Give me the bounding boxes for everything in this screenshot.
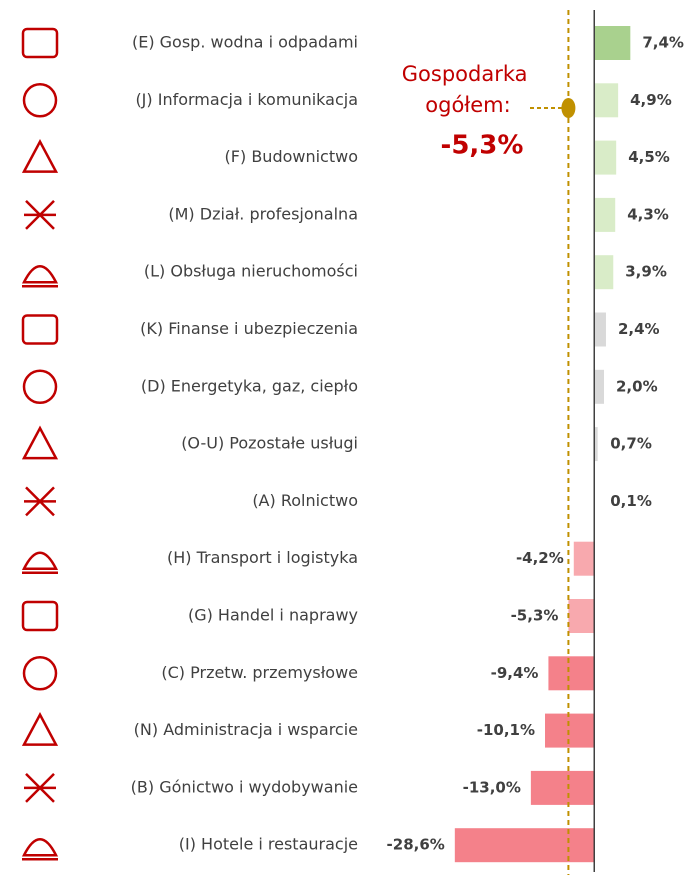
- value-label: -4,2%: [516, 549, 564, 567]
- value-label: 0,7%: [610, 435, 652, 453]
- category-label: (I) Hotele i restauracje: [179, 835, 358, 854]
- category-label: (C) Przetw. przemysłowe: [161, 663, 358, 682]
- icon-shape: [24, 486, 56, 517]
- bar: [594, 427, 598, 462]
- category-label: (E) Gosp. wodna i odpadami: [132, 33, 358, 52]
- bar: [594, 140, 617, 175]
- bar: [594, 369, 604, 404]
- value-label: 4,9%: [630, 91, 672, 109]
- value-label: -10,1%: [477, 721, 535, 739]
- annotation-text: Gospodarka ogółem:: [402, 62, 534, 117]
- annotation-line: Gospodarka: [402, 62, 528, 86]
- icon-shape: [21, 711, 59, 746]
- icon: [22, 656, 58, 691]
- value-label: 7,4%: [642, 34, 684, 52]
- bar: [545, 713, 595, 748]
- icon-shape: [24, 200, 56, 230]
- category-label: (A) Rolnictwo: [252, 491, 358, 510]
- icon: [24, 200, 56, 230]
- bar: [548, 656, 595, 691]
- bar: [454, 828, 595, 863]
- annotation-dot: [561, 98, 576, 118]
- bar: [594, 83, 619, 118]
- icon: [21, 425, 59, 460]
- category-label: (F) Budownictwo: [225, 147, 358, 166]
- icon-shape: [21, 425, 59, 460]
- value-label: 0,1%: [610, 492, 652, 510]
- value-label: 2,0%: [616, 377, 658, 395]
- value-label: -9,4%: [491, 664, 539, 682]
- icon: [24, 773, 56, 803]
- value-label: 4,5%: [628, 148, 670, 166]
- icon: [21, 314, 59, 345]
- icon-shape: [21, 27, 59, 59]
- value-label: 2,4%: [618, 320, 660, 338]
- annotation-value: -5,3%: [441, 131, 524, 161]
- category-label: (L) Obsługa nieruchomości: [144, 262, 358, 281]
- category-label: (D) Energetyka, gaz, ciepło: [141, 376, 358, 395]
- category-label: (N) Administracja i wsparcie: [134, 720, 358, 739]
- icon-shape: [24, 773, 56, 803]
- category-label: (G) Handel i naprawy: [188, 606, 358, 625]
- icon-shape: [21, 314, 59, 345]
- icon: [21, 27, 59, 59]
- bar: [573, 541, 595, 576]
- value-label: -13,0%: [463, 778, 521, 796]
- icon: [21, 837, 59, 861]
- icon: [21, 138, 59, 173]
- bar: [594, 312, 606, 347]
- icon: [24, 486, 56, 517]
- icon-shape: [22, 656, 58, 691]
- icon: [21, 264, 59, 288]
- annotation-line: ogółem:: [425, 93, 510, 117]
- value-label: 3,9%: [625, 263, 667, 281]
- value-label: -5,3%: [511, 607, 559, 625]
- icon-shape: [21, 138, 59, 173]
- icon: [22, 369, 58, 405]
- category-label: (B) Gónictwo i wydobywanie: [131, 777, 358, 796]
- category-label: (K) Finanse i ubezpieczenia: [140, 319, 358, 338]
- category-label: (J) Informacja i komunikacja: [135, 90, 358, 109]
- icon: [21, 551, 59, 574]
- category-label: (M) Dział. profesjonalna: [168, 204, 358, 223]
- icon: [21, 711, 59, 746]
- value-label: -28,6%: [387, 836, 445, 854]
- bar: [594, 197, 616, 232]
- category-label: (H) Transport i logistyka: [167, 548, 358, 567]
- bar: [530, 770, 595, 805]
- icon-shape: [21, 837, 59, 861]
- value-label: 4,3%: [627, 205, 669, 223]
- bar: [594, 26, 631, 60]
- icon-shape: [21, 551, 59, 574]
- bar: [568, 599, 595, 633]
- category-label: (O-U) Pozostałe usługi: [181, 434, 358, 453]
- icon-shape: [21, 600, 59, 632]
- icon-shape: [21, 264, 59, 288]
- icon-shape: [22, 83, 58, 118]
- bar: [594, 255, 614, 290]
- icon-shape: [22, 369, 58, 405]
- icon: [22, 83, 58, 118]
- icon: [21, 600, 59, 632]
